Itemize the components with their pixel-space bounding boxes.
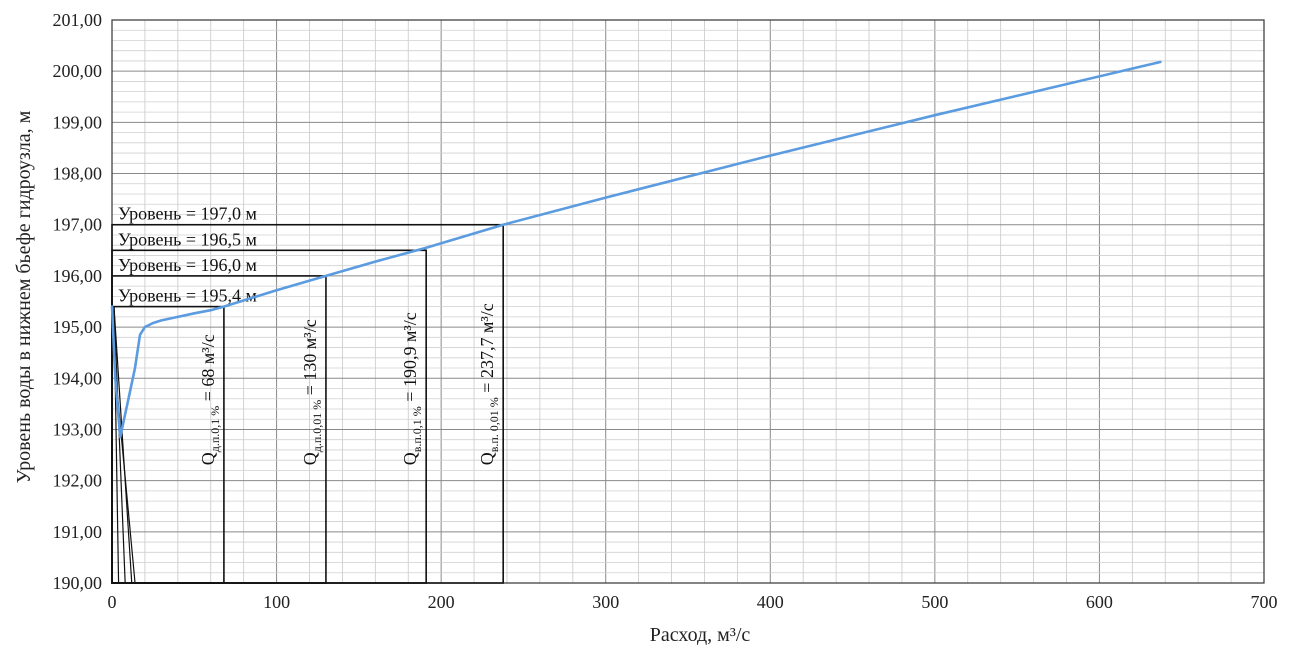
level-label: Уровень = 195,4 м [118, 286, 257, 306]
x-axis-label: Расход, м³/с [650, 624, 751, 646]
x-tick-label: 100 [263, 592, 290, 612]
q-annotation: Qв.п.0,1 % = 190,9 м³/с [400, 312, 424, 465]
annotations: Qд.п.0,1 % = 68 м³/с Qд.п.0,01 % = 130 м³… [198, 303, 501, 465]
level-label: Уровень = 196,0 м [118, 255, 257, 275]
y-tick-label: 194,00 [53, 368, 103, 388]
y-tick-label: 198,00 [53, 164, 103, 184]
plot-frame [111, 19, 1265, 584]
q-annotation: Qд.п.0,1 % = 68 м³/с [198, 334, 222, 465]
y-axis-label: Уровень воды в нижнем бьефе гидроузла, м [13, 110, 35, 483]
level-label: Уровень = 197,0 м [118, 204, 257, 224]
origin-hatch-line [113, 306, 126, 584]
x-tick-label: 200 [428, 592, 455, 612]
x-tick-label: 400 [757, 592, 784, 612]
y-tick-label: 197,00 [53, 215, 103, 235]
tick-labels: 190,00 191,00 192,00 193,00 194,00 195,00 196,… [53, 10, 1278, 612]
x-tick-label: 0 [108, 592, 117, 612]
y-tick-label: 201,00 [53, 10, 103, 30]
y-tick-label: 200,00 [53, 61, 103, 81]
grid [111, 19, 1265, 584]
x-tick-label: 300 [592, 592, 619, 612]
level-boxes: Уровень = 197,0 м Уровень = 196,5 м Уровен… [111, 204, 504, 584]
series-line [110, 60, 1162, 439]
level-box [111, 223, 504, 584]
q-annotation: Qв.п. 0,01 % = 237,7 м³/с [477, 303, 501, 465]
y-tick-label: 199,00 [53, 112, 103, 132]
y-tick-label: 190,00 [53, 573, 103, 593]
x-tick-label: 700 [1251, 592, 1278, 612]
y-tick-label: 196,00 [53, 266, 103, 286]
y-tick-label: 195,00 [53, 317, 103, 337]
x-tick-label: 500 [921, 592, 948, 612]
origin-hatch-line [113, 306, 133, 584]
q-annotation: Qд.п.0,01 % = 130 м³/с [300, 319, 324, 465]
y-tick-label: 193,00 [53, 419, 103, 439]
level-label: Уровень = 196,5 м [118, 229, 257, 249]
x-tick-label: 600 [1086, 592, 1113, 612]
y-tick-label: 192,00 [53, 471, 103, 491]
level-box [111, 305, 225, 584]
y-tick-label: 191,00 [53, 522, 103, 542]
series-group [110, 60, 1162, 439]
